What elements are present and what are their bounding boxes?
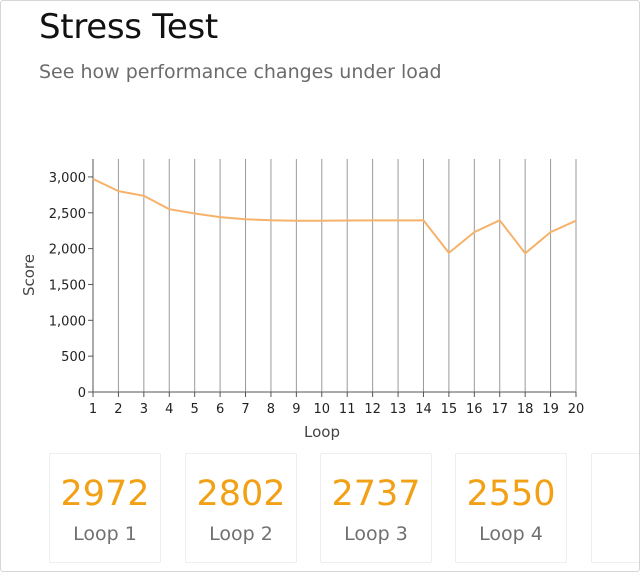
x-tick-label: 10 bbox=[314, 402, 331, 417]
y-tick-label: 500 bbox=[61, 350, 86, 365]
tile-score-value: 2802 bbox=[196, 474, 286, 514]
x-tick-label: 11 bbox=[339, 402, 356, 417]
x-tick-label: 9 bbox=[292, 402, 300, 417]
x-tick-label: 2 bbox=[114, 402, 122, 417]
x-tick-label: 17 bbox=[491, 402, 508, 417]
loop-score-tile: 2972 Loop 1 bbox=[49, 453, 161, 563]
x-tick-label: 19 bbox=[542, 402, 559, 417]
tile-score-value: 2972 bbox=[60, 474, 150, 514]
loop-score-tile bbox=[591, 453, 639, 563]
y-tick-label: 1,500 bbox=[49, 278, 86, 293]
x-tick-label: 6 bbox=[216, 402, 224, 417]
tile-loop-label: Loop 3 bbox=[344, 523, 408, 545]
x-tick-label: 20 bbox=[568, 402, 585, 417]
x-tick-label: 7 bbox=[241, 402, 249, 417]
x-tick-label: 13 bbox=[390, 402, 407, 417]
y-tick-label: 1,000 bbox=[49, 314, 86, 329]
x-tick-label: 4 bbox=[165, 402, 173, 417]
y-tick-label: 3,000 bbox=[49, 171, 86, 186]
loop-score-tile: 2550 Loop 4 bbox=[455, 453, 567, 563]
y-axis-title: Score bbox=[20, 254, 38, 296]
x-tick-label: 1 bbox=[89, 402, 97, 417]
x-tick-label: 14 bbox=[415, 402, 432, 417]
x-tick-label: 15 bbox=[441, 402, 458, 417]
page-title: Stress Test bbox=[39, 7, 218, 47]
x-axis-ticks: 1 2 3 4 5 6 7 8 9 10 11 12 13 14 15 16 17 18 19 20 bbox=[89, 392, 584, 417]
x-axis-title: Loop bbox=[304, 423, 340, 441]
x-tick-label: 3 bbox=[140, 402, 148, 417]
x-tick-label: 12 bbox=[364, 402, 381, 417]
tile-score-value: 2550 bbox=[466, 474, 556, 514]
score-series-line bbox=[92, 177, 577, 255]
tile-score-value: 2737 bbox=[331, 474, 421, 514]
y-tick-label: 2,000 bbox=[49, 243, 86, 258]
x-tick-label: 18 bbox=[517, 402, 534, 417]
chart-axes bbox=[92, 159, 576, 393]
x-tick-label: 8 bbox=[267, 402, 275, 417]
tile-loop-label: Loop 1 bbox=[73, 523, 137, 545]
chart-gridlines bbox=[92, 159, 577, 392]
y-axis-ticks: 0 500 1,000 1,500 2,000 2,500 3,000 bbox=[49, 171, 93, 401]
y-tick-label: 0 bbox=[78, 386, 86, 401]
x-tick-label: 16 bbox=[466, 402, 483, 417]
loop-score-tile: 2802 Loop 2 bbox=[185, 453, 297, 563]
y-tick-label: 2,500 bbox=[49, 207, 86, 222]
chart-series bbox=[92, 177, 577, 255]
page-subtitle: See how performance changes under load bbox=[39, 61, 442, 83]
loop-score-tiles: 2972 Loop 1 2802 Loop 2 2737 Loop 3 2550… bbox=[1, 453, 639, 571]
loop-score-tile: 2737 Loop 3 bbox=[320, 453, 432, 563]
tile-loop-label: Loop 4 bbox=[479, 523, 543, 545]
x-tick-label: 5 bbox=[191, 402, 199, 417]
tile-loop-label: Loop 2 bbox=[209, 523, 273, 545]
